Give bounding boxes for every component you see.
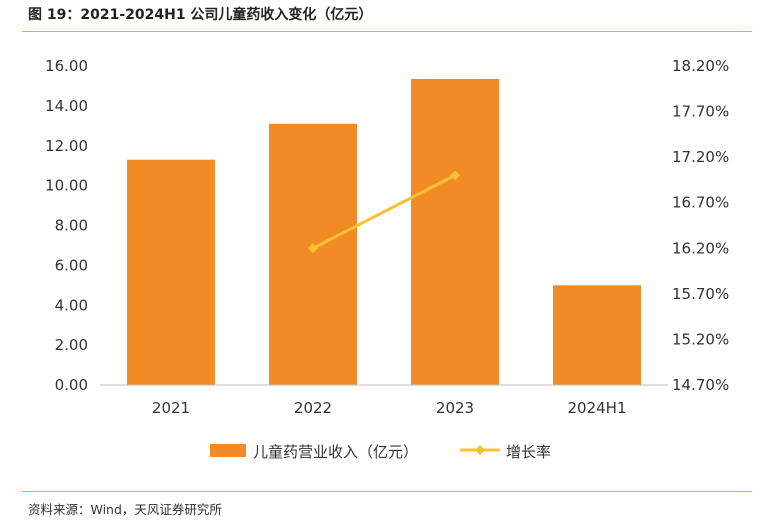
right-axis-tick-label: 17.70% bbox=[672, 103, 729, 121]
source-divider bbox=[22, 491, 752, 492]
left-axis-tick-label: 12.00 bbox=[45, 137, 88, 155]
growth-rate-line bbox=[312, 174, 456, 250]
revenue-bar-2024h1 bbox=[553, 285, 641, 385]
figure-title: 图 19：2021-2024H1 公司儿童药收入变化（亿元） bbox=[28, 7, 373, 23]
revenue-bar-2023 bbox=[411, 78, 499, 385]
right-axis-tick-label: 16.70% bbox=[672, 194, 729, 212]
left-axis-tick-label: 8.00 bbox=[55, 217, 88, 235]
title-divider bbox=[22, 31, 752, 32]
figure-source: 资料来源：Wind，天风证券研究所 bbox=[28, 502, 222, 517]
revenue-bar-2021 bbox=[127, 159, 215, 385]
growth-rate-marker-2022 bbox=[308, 243, 318, 254]
x-tick-label: 2024H1 bbox=[568, 399, 627, 417]
left-axis-tick-label: 14.00 bbox=[45, 97, 88, 115]
left-axis-tick-label: 10.00 bbox=[45, 177, 88, 195]
right-axis-tick-label: 15.20% bbox=[672, 330, 729, 348]
revenue-bar-2022 bbox=[269, 123, 357, 385]
right-axis-tick-label: 18.20% bbox=[672, 57, 729, 75]
legend-swatch-revenue bbox=[210, 444, 246, 457]
right-axis-tick-label: 15.70% bbox=[672, 285, 729, 303]
legend-label-revenue: 儿童药营业收入（亿元） bbox=[253, 443, 418, 461]
left-axis-tick-label: 16.00 bbox=[45, 57, 88, 75]
right-axis-tick-label: 17.20% bbox=[672, 148, 729, 166]
left-axis-tick-label: 0.00 bbox=[55, 376, 88, 394]
left-axis-tick-label: 4.00 bbox=[55, 296, 88, 314]
x-tick-label: 2021 bbox=[152, 399, 190, 417]
x-tick-label: 2022 bbox=[294, 399, 332, 417]
legend-label-growth: 增长率 bbox=[506, 443, 551, 461]
legend-swatch-growth-marker bbox=[475, 445, 485, 455]
growth-rate-marker-2023 bbox=[450, 170, 460, 181]
right-axis-tick-label: 16.20% bbox=[672, 239, 729, 257]
left-axis-tick-label: 6.00 bbox=[55, 256, 88, 274]
right-axis-tick-label: 14.70% bbox=[672, 376, 729, 394]
x-tick-label: 2023 bbox=[436, 399, 474, 417]
left-axis-tick-label: 2.00 bbox=[55, 336, 88, 354]
